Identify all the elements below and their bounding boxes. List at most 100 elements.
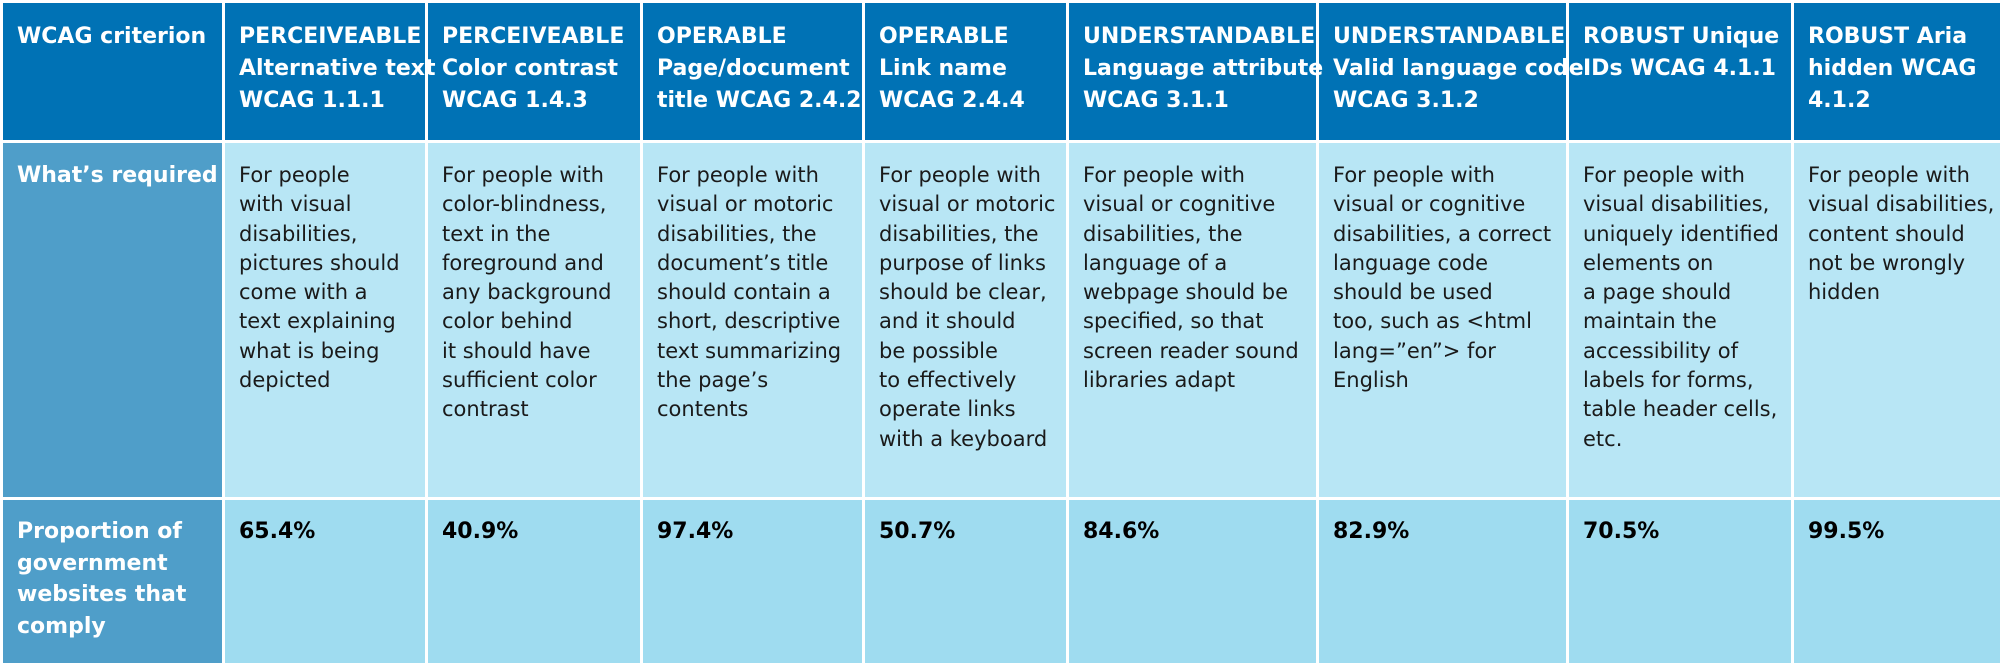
criterion-title-line: ROBUST Unique [1583, 21, 1781, 53]
requirement-line: disabilities, the [1083, 220, 1306, 249]
proportion-cell: 97.4% [642, 499, 864, 665]
requirement-line: etc. [1583, 425, 1781, 454]
requirement-line: visual or cognitive [1083, 190, 1306, 219]
requirement-line: English [1333, 366, 1556, 395]
requirement-line: disabilities, the [657, 220, 852, 249]
proportion-value: 50.7% [879, 516, 1056, 547]
requirement-line: should be used [1333, 278, 1556, 307]
criterion-title-line: WCAG 3.1.1 [1083, 85, 1306, 117]
requirement-line: content should [1808, 220, 1990, 249]
requirement-line: disabilities, [239, 220, 415, 249]
requirement-line: contrast [442, 395, 630, 424]
criterion-title-line: IDs WCAG 4.1.1 [1583, 53, 1781, 85]
proportion-cell: 82.9% [1318, 499, 1568, 665]
proportion-label-line: comply [17, 611, 212, 643]
criterion-title-line: Color contrast [442, 53, 630, 85]
criterion-title-line: Valid language code [1333, 53, 1556, 85]
requirement-line: webpage should be [1083, 278, 1306, 307]
criterion-title-line: Alternative text [239, 53, 415, 85]
criterion-title-line: PERCEIVEABLE [239, 21, 415, 53]
requirement-line: elements on [1583, 249, 1781, 278]
proportion-cell: 84.6% [1068, 499, 1318, 665]
requirement-line: short, descriptive [657, 307, 852, 336]
proportion-value: 70.5% [1583, 516, 1781, 547]
criterion-title-line: WCAG 3.1.2 [1333, 85, 1556, 117]
requirement-line: uniquely identified [1583, 220, 1781, 249]
proportion-cell: 65.4% [224, 499, 427, 665]
criterion-title-line: Link name [879, 53, 1056, 85]
requirement-line: visual or motoric [879, 190, 1056, 219]
requirement-line: visual or cognitive [1333, 190, 1556, 219]
requirement-line: labels for forms, [1583, 366, 1781, 395]
proportion-value: 40.9% [442, 516, 630, 547]
requirement-line: language code [1333, 249, 1556, 278]
proportion-label-line: Proportion of [17, 516, 212, 548]
requirement-line: hidden [1808, 278, 1990, 307]
requirement-line: disabilities, the [879, 220, 1056, 249]
requirement-line: visual disabilities, [1808, 190, 1990, 219]
requirement-line: text in the [442, 220, 630, 249]
requirement-line: with visual [239, 190, 415, 219]
requirement-line: screen reader sound [1083, 337, 1306, 366]
required-label: What’s required [17, 161, 212, 190]
requirement-line: visual or motoric [657, 190, 852, 219]
requirement-line: sufficient color [442, 366, 630, 395]
criterion-title-line: Language attribute [1083, 53, 1306, 85]
criterion-title-line: ROBUST Aria [1808, 21, 1990, 53]
requirement-line: the page’s [657, 366, 852, 395]
requirement-line: For people with [657, 161, 852, 190]
criterion-title-line: WCAG 2.4.4 [879, 85, 1056, 117]
requirement-line: visual disabilities, [1583, 190, 1781, 219]
requirement-line: accessibility of [1583, 337, 1781, 366]
requirement-line: foreground and [442, 249, 630, 278]
requirement-line: to effectively [879, 366, 1056, 395]
proportion-value: 84.6% [1083, 516, 1306, 547]
requirement-line: operate links [879, 395, 1056, 424]
criterion-title-line: title WCAG 2.4.2 [657, 85, 852, 117]
requirement-line: should be clear, [879, 278, 1056, 307]
requirement-line: table header cells, [1583, 395, 1781, 424]
criterion-label: WCAG criterion [17, 21, 212, 53]
requirement-line: it should have [442, 337, 630, 366]
criterion-title-line: WCAG 1.4.3 [442, 85, 630, 117]
requirement-line: document’s title [657, 249, 852, 278]
requirement-line: too, such as <html [1333, 307, 1556, 336]
requirement-line: language of a [1083, 249, 1306, 278]
requirement-line: maintain the [1583, 307, 1781, 336]
proportion-cell: 99.5% [1793, 499, 2000, 665]
proportion-cell: 70.5% [1568, 499, 1793, 665]
requirement-line: should contain a [657, 278, 852, 307]
requirement-line: what is being [239, 337, 415, 366]
criterion-title-line: UNDERSTANDABLE [1083, 21, 1306, 53]
requirement-line: come with a [239, 278, 415, 307]
criterion-title-line: Page/document [657, 53, 852, 85]
row-header-criterion: WCAG criterion [2, 2, 224, 142]
proportion-cell: 50.7% [864, 499, 1068, 665]
requirement-line: For people with [1083, 161, 1306, 190]
row-header-required: What’s required [2, 142, 224, 499]
requirement-line: lang=”en”> for [1333, 337, 1556, 366]
requirement-line: For people with [1333, 161, 1556, 190]
criterion-title-line: PERCEIVEABLE [442, 21, 630, 53]
requirement-line: a page should [1583, 278, 1781, 307]
requirement-line: For people with [442, 161, 630, 190]
requirement-line: not be wrongly [1808, 249, 1990, 278]
requirement-line: For people [239, 161, 415, 190]
requirement-line: and it should [879, 307, 1056, 336]
requirement-line: contents [657, 395, 852, 424]
